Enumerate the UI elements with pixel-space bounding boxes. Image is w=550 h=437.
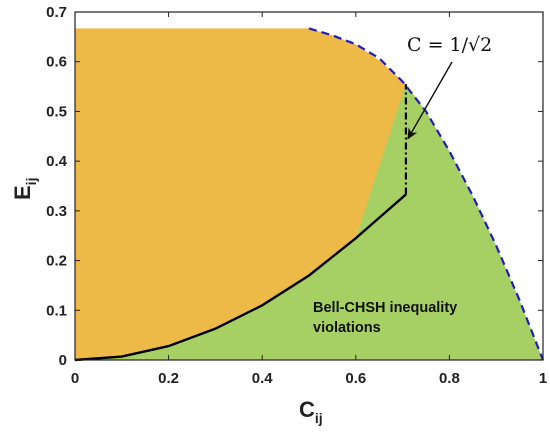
- axes-layer: [74, 11, 544, 361]
- y-tick-label: 0.6: [46, 54, 67, 71]
- plot-frame: [74, 11, 544, 361]
- regions-layer: [75, 28, 543, 361]
- y-tick-label: 0.7: [46, 4, 67, 21]
- region-label-line-1: Bell-CHSH inequality: [313, 300, 457, 316]
- y-tick-label: 0.5: [46, 103, 67, 120]
- x-axis-title: Cij: [299, 397, 323, 426]
- y-tick-label: 0.3: [46, 203, 67, 220]
- y-axis-title-sub: ij: [23, 178, 39, 186]
- series-line-0: [308, 27, 545, 361]
- series-line-1: [74, 193, 407, 362]
- y-tick-label: 0: [59, 352, 67, 369]
- region-label-line-2: violations: [313, 320, 381, 336]
- y-axis-title-base: E: [10, 185, 35, 200]
- y-axis-title: Eij: [10, 178, 39, 200]
- ticks-layer: 0 0.2 0.4 0.6 0.8 1 0 0.1 0.2 0.3 0.4 0.5 0.6 0.7: [46, 4, 547, 387]
- formula-annotation: C = 1/√2: [407, 34, 492, 56]
- series-layer: [74, 27, 545, 362]
- y-tick-label: 0.4: [46, 153, 68, 170]
- x-tick-label: 0: [71, 370, 79, 387]
- x-tick-label: 0.6: [345, 370, 366, 387]
- x-tick-label: 1: [539, 370, 547, 387]
- titles-layer: Cij Eij: [10, 178, 323, 426]
- region-fill-1: [75, 84, 543, 360]
- x-tick-label: 0.8: [439, 370, 460, 387]
- y-tick-label: 0.1: [46, 302, 67, 319]
- region-fill-0: [75, 28, 406, 361]
- annotations-layer: C = 1/√2 Bell-CHSH inequality violations: [313, 34, 492, 336]
- y-tick-label: 0.2: [46, 253, 67, 270]
- x-tick-label: 0.2: [158, 370, 179, 387]
- formula-arrow: [407, 61, 453, 140]
- x-axis-title-sub: ij: [315, 410, 323, 426]
- x-tick-label: 0.4: [252, 370, 274, 387]
- x-axis-title-base: C: [299, 397, 315, 422]
